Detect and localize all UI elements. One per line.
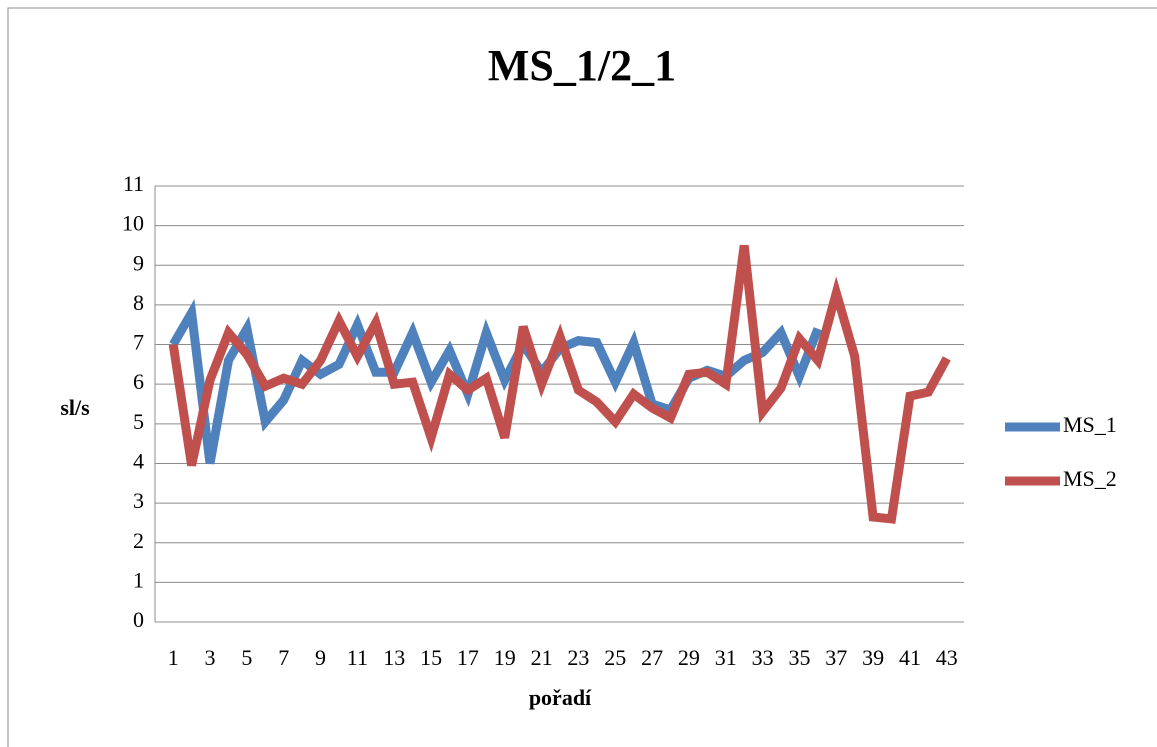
x-tick-label: 13 xyxy=(383,645,405,670)
y-tick-label: 11 xyxy=(123,171,144,196)
x-tick-label: 3 xyxy=(205,645,216,670)
legend-label: MS_2 xyxy=(1063,466,1117,491)
line-series xyxy=(168,244,951,524)
x-tick-label: 5 xyxy=(241,645,252,670)
x-tick-label: 1 xyxy=(168,645,179,670)
y-tick-label: 2 xyxy=(133,528,144,553)
y-tick-label: 3 xyxy=(133,488,144,513)
x-tick-label: 31 xyxy=(715,645,737,670)
y-tick-label: 5 xyxy=(133,409,144,434)
legend-label: MS_1 xyxy=(1063,412,1117,437)
y-tick-label: 1 xyxy=(133,567,144,592)
x-tick-label: 39 xyxy=(862,645,884,670)
x-tick-label: 15 xyxy=(420,645,442,670)
y-axis-label: sl/s xyxy=(60,395,90,420)
y-tick-label: 10 xyxy=(122,211,144,236)
x-tick-label: 23 xyxy=(567,645,589,670)
x-tick-label: 43 xyxy=(936,645,958,670)
x-tick-label: 9 xyxy=(315,645,326,670)
x-tick-label: 33 xyxy=(752,645,774,670)
x-tick-label: 17 xyxy=(457,645,479,670)
x-tick-label: 35 xyxy=(788,645,810,670)
y-tick-label: 9 xyxy=(133,250,144,275)
x-tick-label: 7 xyxy=(278,645,289,670)
chart-title: MS_1/2_1 xyxy=(488,41,676,90)
x-tick-label: 29 xyxy=(678,645,700,670)
x-tick-label: 19 xyxy=(494,645,516,670)
y-tick-label: 6 xyxy=(133,369,144,394)
y-tick-label: 0 xyxy=(133,607,144,632)
x-tick-label: 11 xyxy=(347,645,368,670)
y-tick-label: 7 xyxy=(133,330,144,355)
x-tick-label: 27 xyxy=(641,645,663,670)
y-tick-label: 8 xyxy=(133,290,144,315)
x-tick-label: 41 xyxy=(899,645,921,670)
x-tick-label: 25 xyxy=(604,645,626,670)
y-tick-label: 4 xyxy=(133,449,144,474)
x-tick-label: 37 xyxy=(825,645,847,670)
x-tick-label: 21 xyxy=(531,645,553,670)
x-axis-label: pořadí xyxy=(529,685,592,710)
